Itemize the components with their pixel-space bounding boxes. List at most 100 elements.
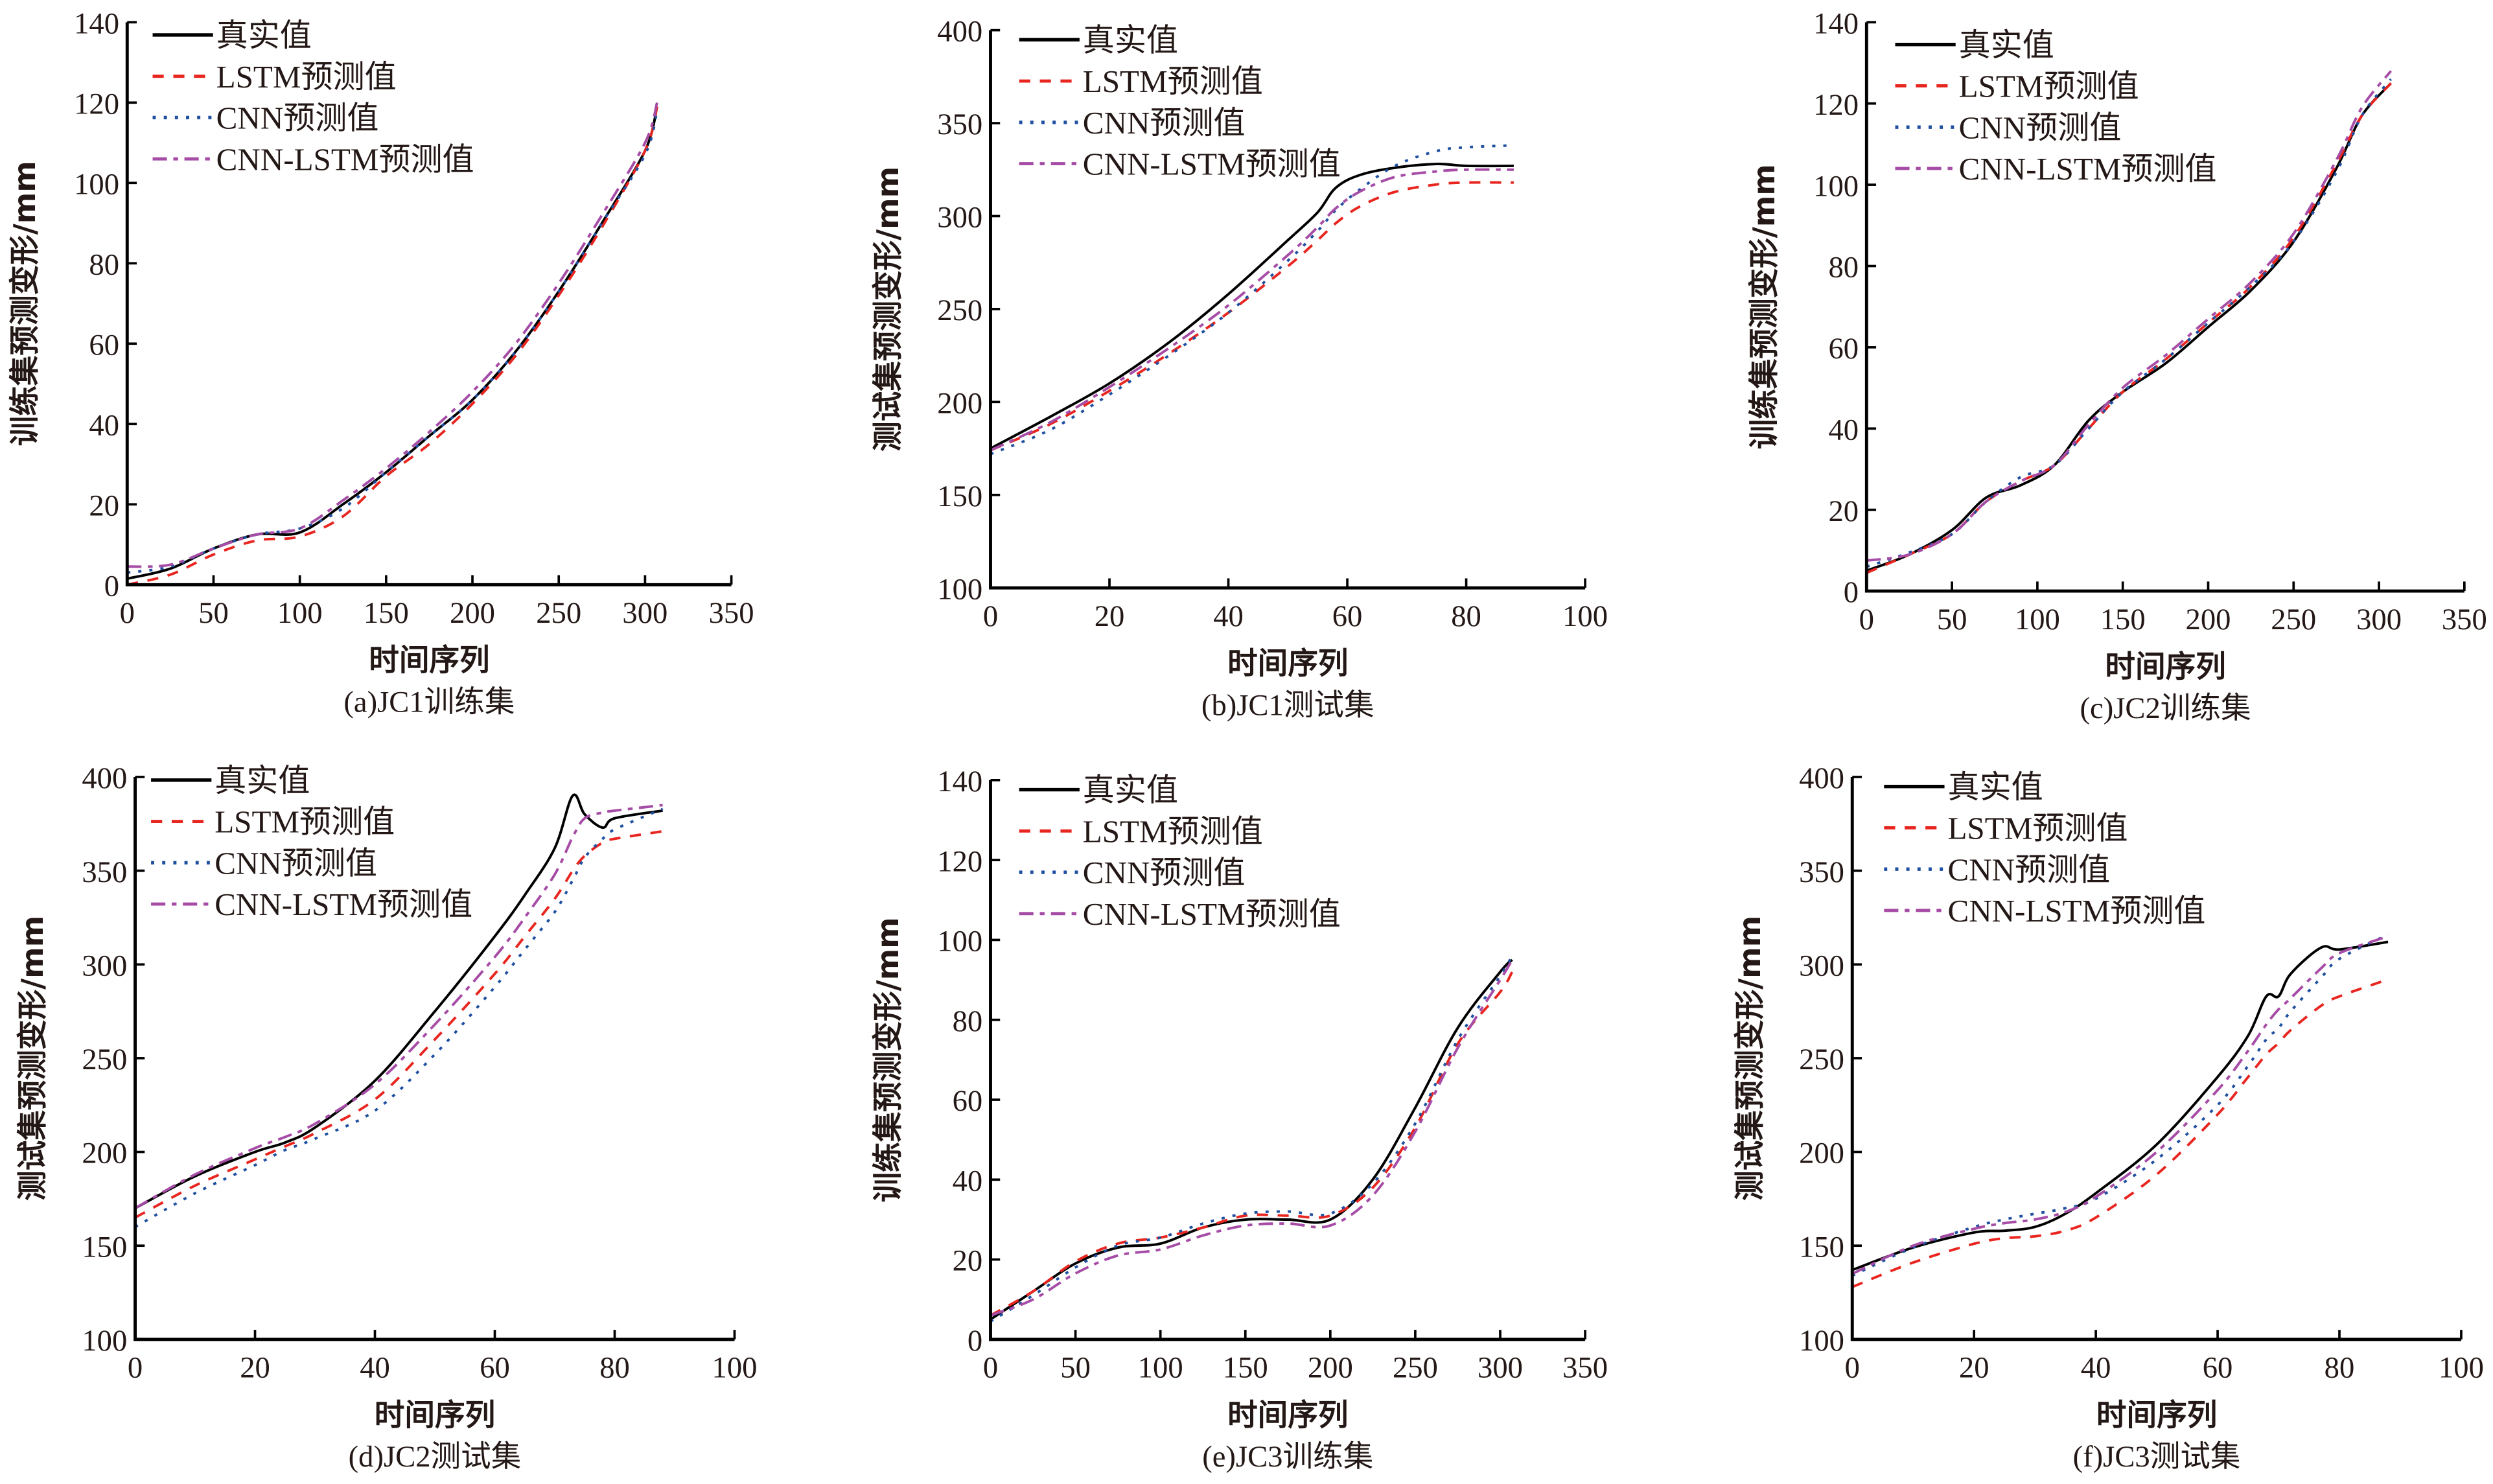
x-axis-title: 时间序列	[369, 643, 489, 678]
y-tick-label: 200	[82, 1137, 127, 1170]
y-tick-label: 350	[1799, 855, 1844, 889]
chart-panel-f: 100 150 200 250 300 350 400 0 20 40 60 80 100 时间序列 测试集…	[1732, 761, 2484, 1474]
x-tick-label: 150	[1223, 1351, 1268, 1385]
x-tick-label: 40	[1213, 599, 1244, 633]
series-line-dotted	[127, 110, 658, 574]
y-tick-label: 100	[1813, 169, 1859, 203]
x-tick-label: 40	[360, 1351, 390, 1385]
chart-panel-e: 0 20 40 60 80 100 120 140 0 50 100 150 200 250 300 350 时…	[870, 765, 1608, 1474]
x-tick-label: 80	[599, 1351, 630, 1385]
y-tick-label: 140	[937, 765, 982, 798]
x-tick-label: 200	[450, 596, 495, 630]
legend: 真实值 LSTM预测值 CNN预测值 CNN-LSTM预测值	[1895, 27, 2217, 187]
y-tick-label: 0	[968, 1324, 982, 1358]
y-tick-label: 120	[74, 87, 119, 121]
legend-label: CNN预测值	[1959, 110, 2122, 145]
y-tick-label: 100	[937, 572, 982, 606]
x-tick-label: 100	[277, 596, 323, 630]
x-tick-label: 50	[1937, 603, 1967, 636]
x-tick-label: 200	[2186, 603, 2231, 636]
x-tick-label: 250	[536, 596, 581, 630]
series-line-solid	[126, 106, 658, 580]
y-tick-label: 0	[104, 569, 119, 603]
x-tick-label: 80	[2325, 1351, 2355, 1385]
chart-panel-c: 0 20 40 60 80 100 120 140 0 50 100 150 200 250 300 350 时…	[1746, 7, 2487, 726]
series-line-dashed	[990, 181, 1514, 452]
x-tick-label: 50	[1060, 1351, 1091, 1385]
y-tick-label: 300	[937, 201, 982, 235]
y-tick-label: 60	[953, 1084, 983, 1118]
y-tick-label: 20	[89, 489, 119, 522]
axes	[1864, 22, 2464, 593]
x-tick-label: 250	[2271, 603, 2316, 636]
x-tick-label: 0	[983, 599, 998, 633]
y-tick-label: 120	[937, 844, 982, 878]
legend-label: LSTM预测值	[216, 59, 397, 95]
legend-label: LSTM预测值	[1959, 69, 2139, 104]
legend-label: CNN预测值	[1947, 852, 2110, 887]
y-axis-title: 训练集预测变形/mm	[870, 917, 905, 1202]
x-tick-label: 150	[364, 596, 409, 630]
x-tick-label: 100	[2015, 603, 2060, 636]
chart-panel-b: 100 150 200 250 300 350 400 0 20 40 60 80 100 时间序列 测试集…	[870, 15, 1608, 723]
series-line-dashdot	[127, 102, 658, 568]
x-tick-label: 0	[983, 1351, 998, 1385]
legend: 真实值 LSTM预测值 CNN预测值 CNN-LSTM预测值	[151, 763, 472, 922]
y-tick-label: 200	[1799, 1137, 1844, 1170]
x-tick-label: 100	[712, 1351, 758, 1385]
axes	[989, 780, 1586, 1341]
legend: 真实值 LSTM预测值 CNN预测值 CNN-LSTM预测值	[1884, 769, 2205, 929]
legend-label: LSTM预测值	[1083, 813, 1263, 849]
series-line-solid	[1851, 940, 2389, 1271]
x-tick-label: 60	[1332, 599, 1363, 633]
y-tick-label: 20	[1828, 494, 1859, 528]
legend-label: 真实值	[215, 763, 310, 798]
legend-label: 真实值	[1083, 22, 1178, 58]
x-axis-title: 时间序列	[375, 1397, 495, 1432]
x-tick-label: 200	[1308, 1351, 1353, 1385]
legend: 真实值 LSTM预测值 CNN预测值 CNN-LSTM预测值	[1019, 22, 1341, 182]
x-axis-title: 时间序列	[1227, 1397, 1348, 1432]
x-axis-title: 时间序列	[1227, 646, 1348, 681]
panel-caption: (a)JC1训练集	[343, 685, 515, 719]
axes	[989, 30, 1586, 590]
axes	[1850, 776, 2461, 1341]
y-axis-title: 训练集预测变形/mm	[1746, 164, 1781, 449]
panel-caption: (d)JC2测试集	[349, 1440, 522, 1474]
y-tick-label: 250	[82, 1043, 127, 1076]
y-tick-label: 100	[1799, 1324, 1844, 1358]
x-tick-label: 100	[2439, 1351, 2484, 1385]
y-axis-title: 训练集预测变形/mm	[7, 161, 42, 446]
legend-label: CNN-LSTM预测值	[216, 141, 474, 177]
panel-caption: (c)JC2训练集	[2080, 691, 2251, 725]
x-tick-label: 100	[1138, 1351, 1183, 1385]
y-tick-label: 150	[82, 1230, 127, 1264]
y-tick-label: 60	[89, 328, 119, 362]
series-line-solid	[990, 163, 1514, 450]
x-tick-label: 0	[128, 1351, 143, 1385]
panel-caption: (b)JC1测试集	[1201, 688, 1374, 722]
series-line-dotted	[1866, 78, 2393, 568]
y-tick-label: 100	[82, 1324, 127, 1358]
legend-label: CNN-LSTM预测值	[1083, 896, 1341, 932]
legend-label: CNN预测值	[215, 846, 377, 881]
chart-panel-a: 0 20 40 60 80 100 120 140 0 50 100 150 200 250 300 350 时…	[7, 7, 754, 719]
y-tick-label: 140	[74, 7, 119, 41]
y-tick-label: 120	[1813, 88, 1859, 122]
series-line-dotted	[990, 955, 1514, 1323]
panel-caption: (f)JC3测试集	[2073, 1440, 2241, 1474]
series-line-dashed	[134, 829, 663, 1219]
x-tick-label: 60	[480, 1351, 510, 1385]
y-tick-label: 80	[89, 248, 119, 281]
y-axis-title: 测试集预测变形/mm	[15, 916, 50, 1201]
y-tick-label: 0	[1844, 575, 1859, 609]
x-axis-title: 时间序列	[2105, 649, 2225, 684]
y-tick-label: 150	[1799, 1230, 1844, 1264]
legend-label: CNN预测值	[216, 100, 379, 136]
y-tick-label: 300	[1799, 949, 1844, 982]
x-tick-label: 20	[240, 1351, 270, 1385]
y-tick-label: 40	[89, 408, 119, 442]
y-tick-label: 350	[82, 855, 127, 889]
x-tick-label: 350	[709, 596, 754, 630]
